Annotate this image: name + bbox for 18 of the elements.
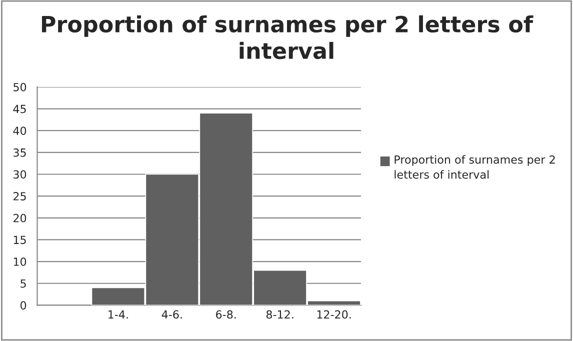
legend-label: Proportion of surnames per 2 letters of interval	[394, 155, 555, 179]
y-tick-label: 40	[13, 126, 26, 135]
x-tick-label: 1-4.	[108, 310, 128, 318]
y-tick-label: 15	[14, 236, 26, 244]
y-tick-label: 0	[20, 301, 26, 310]
y-tick-label: 30	[14, 170, 26, 179]
x-tick-label: 4-6.	[162, 310, 182, 319]
x-tick-label: 6-8.	[216, 310, 236, 319]
y-tick-label: 35	[14, 148, 26, 157]
y-tick-label: 50	[14, 82, 26, 92]
y-tick-label: 20	[14, 214, 26, 222]
x-tick-label: 8-12.	[266, 310, 294, 319]
chart-title: Proportion of surnames per 2 letters of interval	[42, 15, 534, 60]
x-tick-label: 12-20.	[317, 310, 351, 319]
y-tick-label: 5	[20, 279, 26, 288]
y-tick-label: 45	[13, 104, 26, 114]
y-tick-label: 10	[14, 258, 26, 266]
y-tick-label: 25	[14, 192, 26, 200]
